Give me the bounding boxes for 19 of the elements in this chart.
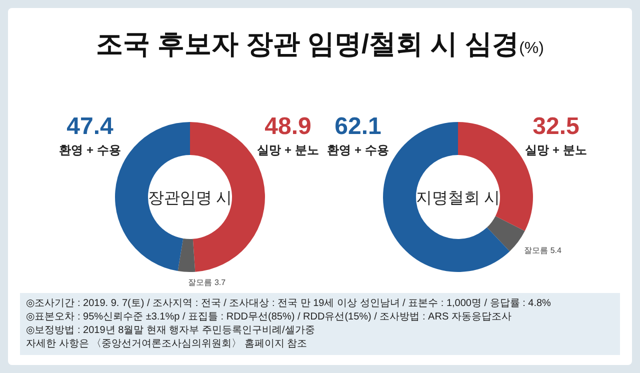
text: ◎보정방법 : 2019년 8월말 현재 행자부 주민등록인구비례/셀가중 — [26, 325, 315, 336]
text: ◎조사기간 : 2019. 9. 7(토) / 조사지역 : 전국 / 조사대상 : 전국 만 19세 이상 성인남녀 / 표본수 : 1,000명 / 응답률 : 4.8% — [26, 298, 552, 309]
slice-label: 잘모름 — [524, 246, 550, 255]
slice-label: 환영 + 수용 — [327, 143, 389, 157]
data-label: 47.4 — [66, 113, 114, 140]
slice-label: 실망 + 분노 — [257, 143, 319, 157]
text: 조국 후보자 장관 임명/철회 시 심경(%) — [96, 29, 544, 59]
slice-label: 잘모름 — [188, 278, 214, 287]
text: 장관임명 시 — [148, 190, 232, 207]
slice-label: 실망 + 분노 — [525, 143, 587, 157]
text: 자세한 사항은 〈중앙선거여론조사심의위원회〉 홈페이지 참조 — [26, 338, 308, 350]
data-label: 32.5 — [532, 113, 580, 140]
data-label: 48.9 — [264, 113, 312, 140]
text: 지명철회 시 — [416, 190, 500, 207]
data-label: 3.7 — [214, 278, 226, 287]
slice-label: 환영 + 수용 — [59, 143, 121, 157]
data-label: 62.1 — [334, 113, 382, 140]
text: ◎표본오차 : 95%신뢰수준 ±3.1%p / 표집틀 : RDD무선(85%) / RDD유선(15%) / 조사방법 : ARS 자동응답조사 — [26, 312, 512, 322]
data-label: 5.4 — [550, 246, 562, 255]
